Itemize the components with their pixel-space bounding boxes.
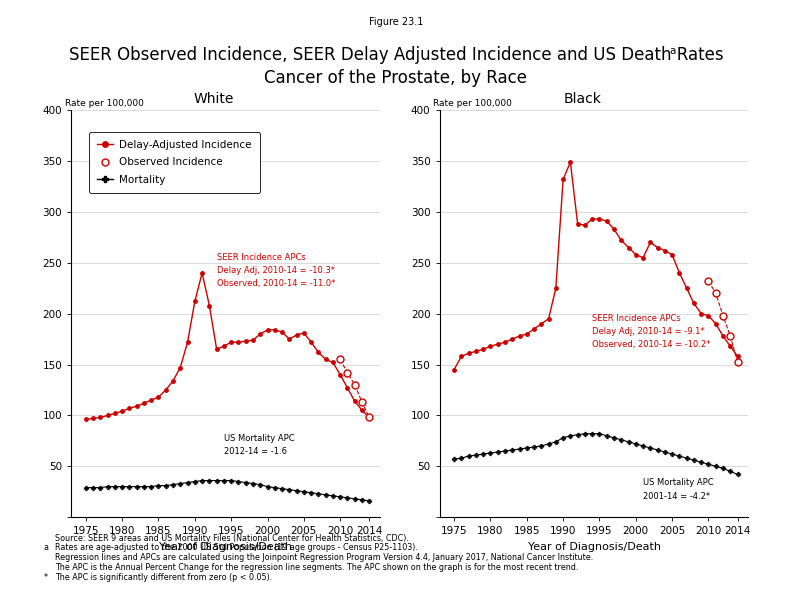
Text: SEER Incidence APCs
Delay Adj, 2010-14 = -9.1*
Observed, 2010-14 = -10.2*: SEER Incidence APCs Delay Adj, 2010-14 =… — [592, 314, 710, 349]
Text: a: a — [669, 46, 676, 56]
Text: The APC is the Annual Percent Change for the regression line segments. The APC s: The APC is the Annual Percent Change for… — [55, 563, 579, 572]
Text: a: a — [44, 543, 48, 553]
Text: Rate per 100,000: Rate per 100,000 — [65, 99, 144, 108]
Text: Rates are age-adjusted to the 2000 US Std Population (19 age groups - Census P25: Rates are age-adjusted to the 2000 US St… — [55, 543, 418, 553]
Text: The APC is significantly different from zero (p < 0.05).: The APC is significantly different from … — [55, 573, 272, 582]
Text: Figure 23.1: Figure 23.1 — [369, 17, 423, 27]
Text: US Mortality APC
2001-14 = -4.2*: US Mortality APC 2001-14 = -4.2* — [643, 479, 714, 501]
Text: SEER Observed Incidence, SEER Delay Adjusted Incidence and US Death Rates: SEER Observed Incidence, SEER Delay Adju… — [69, 46, 723, 64]
Text: Regression lines and APCs are calculated using the Joinpoint Regression Program : Regression lines and APCs are calculated… — [55, 553, 594, 562]
Text: Cancer of the Prostate, by Race: Cancer of the Prostate, by Race — [265, 69, 527, 86]
X-axis label: Year of Diagnosis/Death: Year of Diagnosis/Death — [159, 542, 292, 552]
Text: Rate per 100,000: Rate per 100,000 — [433, 99, 512, 108]
Legend: Delay-Adjusted Incidence, Observed Incidence, Mortality: Delay-Adjusted Incidence, Observed Incid… — [89, 132, 260, 193]
Text: Black: Black — [563, 92, 601, 106]
Text: Source: SEER 9 areas and US Mortality Files (National Center for Health Statisti: Source: SEER 9 areas and US Mortality Fi… — [55, 534, 409, 543]
Text: US Mortality APC
2012-14 = -1.6: US Mortality APC 2012-14 = -1.6 — [224, 434, 295, 456]
Text: White: White — [194, 92, 234, 106]
Text: *: * — [44, 573, 48, 582]
Text: SEER Incidence APCs
Delay Adj, 2010-14 = -10.3*
Observed, 2010-14 = -11.0*: SEER Incidence APCs Delay Adj, 2010-14 =… — [217, 253, 335, 288]
X-axis label: Year of Diagnosis/Death: Year of Diagnosis/Death — [527, 542, 661, 552]
